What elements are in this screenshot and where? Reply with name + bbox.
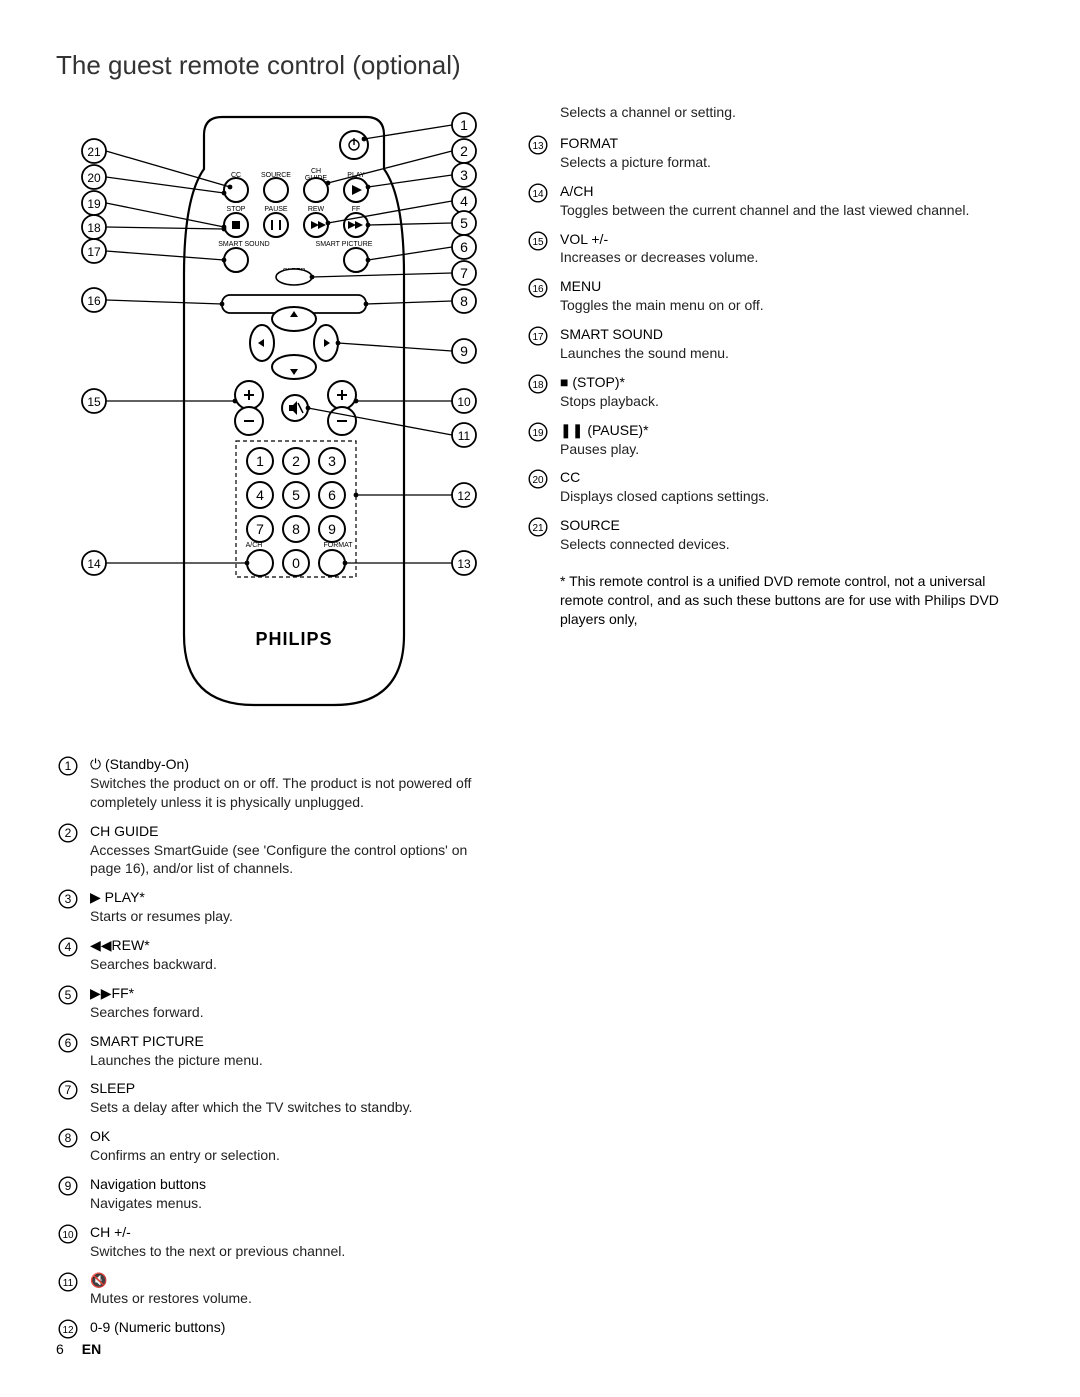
legend-item-18: 18■ (STOP)*Stops playback. [526,373,1016,411]
svg-text:14: 14 [532,189,544,200]
svg-text:12: 12 [62,1325,74,1336]
legend-item-11: 11🔇Mutes or restores volume. [56,1271,486,1309]
svg-text:2: 2 [292,453,300,469]
svg-text:5: 5 [65,988,72,1002]
svg-text:7: 7 [65,1083,72,1097]
svg-text:3: 3 [460,167,468,183]
svg-text:15: 15 [87,395,101,409]
svg-text:8: 8 [292,521,300,537]
svg-text:4: 4 [65,940,72,954]
legend-item-15: 15VOL +/-Increases or decreases volume. [526,230,1016,268]
svg-text:15: 15 [532,237,544,248]
svg-text:19: 19 [532,428,544,439]
svg-text:2: 2 [65,826,72,840]
legend-item-13: 13FORMATSelects a picture format. [526,134,1016,172]
legend-left: 1⏻ (Standby-On)Switches the product on o… [56,755,486,1339]
svg-text:6: 6 [328,487,336,503]
svg-text:4: 4 [460,193,468,209]
svg-text:20: 20 [532,475,544,486]
page-title: The guest remote control (optional) [56,50,1024,81]
legend-item-19: 19❚❚ (PAUSE)*Pauses play. [526,421,1016,459]
svg-text:19: 19 [87,197,101,211]
svg-text:12: 12 [457,489,471,503]
svg-text:13: 13 [457,557,471,571]
svg-text:5: 5 [292,487,300,503]
legend-item-17: 17SMART SOUNDLaunches the sound menu. [526,325,1016,363]
svg-text:FF: FF [352,206,361,213]
legend-item-9: 9Navigation buttonsNavigates menus. [56,1175,486,1213]
svg-text:1: 1 [256,453,264,469]
svg-text:4: 4 [256,487,264,503]
svg-text:6: 6 [460,239,468,255]
svg-text:17: 17 [532,332,544,343]
svg-text:17: 17 [87,245,101,259]
legend-item-8: 8OKConfirms an entry or selection. [56,1127,486,1165]
svg-text:8: 8 [65,1131,72,1145]
svg-text:10: 10 [62,1230,74,1241]
svg-text:FORMAT: FORMAT [323,542,353,549]
svg-text:1: 1 [460,117,468,133]
legend-item-4: 4◀◀REW*Searches backward. [56,936,486,974]
footnote: * This remote control is a unified DVD r… [526,572,1016,629]
svg-text:11: 11 [458,429,471,443]
svg-text:0: 0 [292,555,300,571]
svg-text:9: 9 [65,1179,72,1193]
svg-text:20: 20 [87,171,101,185]
svg-text:3: 3 [328,453,336,469]
page-footer: 6EN [56,1341,101,1357]
svg-text:9: 9 [328,521,336,537]
svg-text:PAUSE: PAUSE [264,206,288,213]
svg-text:11: 11 [63,1278,74,1289]
legend-item-14: 14A/CHToggles between the current channe… [526,182,1016,220]
legend-item-3: 3▶ PLAY*Starts or resumes play. [56,888,486,926]
legend-item-12: 120-9 (Numeric buttons) [56,1318,486,1339]
svg-text:2: 2 [460,143,468,159]
svg-text:7: 7 [256,521,264,537]
svg-text:1: 1 [65,759,72,773]
svg-text:7: 7 [460,265,468,281]
svg-text:8: 8 [460,293,468,309]
legend-item-21: 21SOURCESelects connected devices. [526,516,1016,554]
legend-item-5: 5▶▶FF*Searches forward. [56,984,486,1022]
svg-text:16: 16 [532,284,544,295]
svg-text:STOP: STOP [227,206,246,213]
legend-item-6: 6SMART PICTURELaunches the picture menu. [56,1032,486,1070]
svg-text:21: 21 [87,145,101,159]
legend-item-12: 12Selects a channel or setting. [526,103,1016,124]
svg-text:A/CH: A/CH [246,542,263,549]
svg-text:14: 14 [87,557,101,571]
svg-text:SMART PICTURE: SMART PICTURE [316,241,373,248]
svg-text:3: 3 [65,892,72,906]
svg-text:16: 16 [87,294,101,308]
svg-text:6: 6 [65,1036,72,1050]
legend-item-10: 10CH +/-Switches to the next or previous… [56,1223,486,1261]
svg-text:9: 9 [460,343,468,359]
svg-text:REW: REW [308,206,325,213]
legend-item-1: 1⏻ (Standby-On)Switches the product on o… [56,755,486,812]
legend-item-2: 2CH GUIDEAccesses SmartGuide (see 'Confi… [56,822,486,879]
svg-text:18: 18 [87,221,101,235]
svg-text:5: 5 [460,215,468,231]
svg-text:PHILIPS: PHILIPS [255,629,332,649]
legend-item-16: 16MENUToggles the main menu on or off. [526,277,1016,315]
svg-text:18: 18 [532,380,544,391]
legend-item-20: 20CCDisplays closed captions settings. [526,468,1016,506]
legend-right: 12Selects a channel or setting. 13FORMATS… [526,103,1016,554]
svg-text:21: 21 [532,523,544,534]
svg-text:CH: CH [311,168,321,175]
remote-diagram: CC SOURCE CH GUIDE PLAY STOP PAUSE REW F… [64,105,494,725]
svg-text:SMART SOUND: SMART SOUND [218,241,269,248]
legend-item-7: 7SLEEPSets a delay after which the TV sw… [56,1079,486,1117]
svg-text:13: 13 [532,141,544,152]
svg-text:10: 10 [457,395,471,409]
